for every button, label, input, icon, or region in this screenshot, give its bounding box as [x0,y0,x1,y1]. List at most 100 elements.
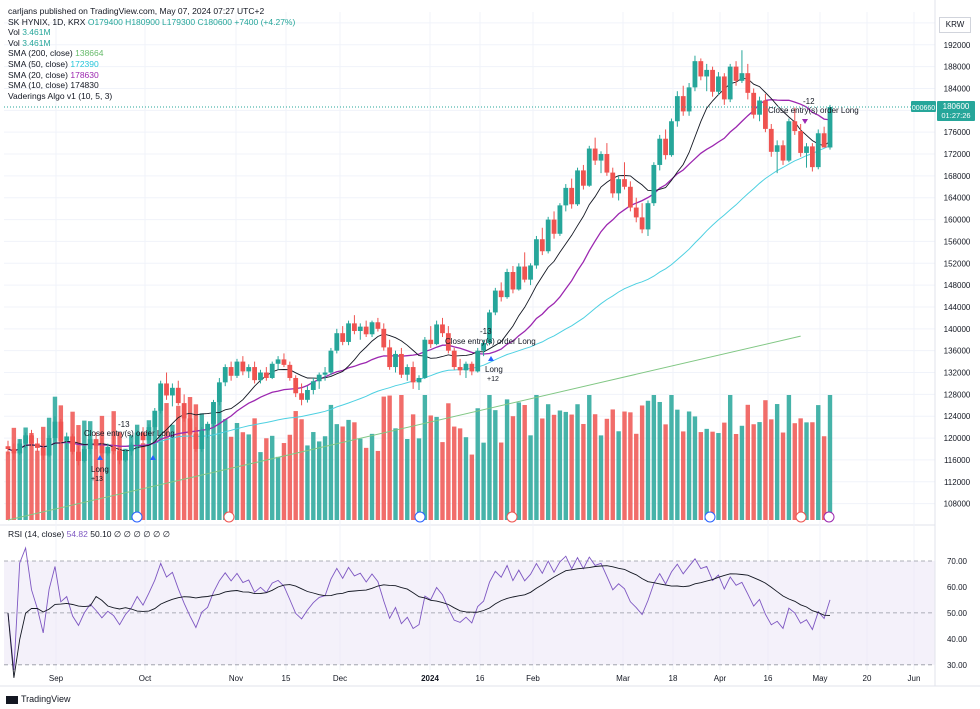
volume-bar [369,433,375,520]
vol2-row[interactable]: Vol 3.461M [8,38,295,49]
volume-bar [41,426,46,520]
volume-bar [358,438,363,520]
candle-body [34,443,40,448]
price-tick-label: 112000 [944,478,971,487]
time-tick-label: Nov [229,674,243,683]
volume-bar [493,410,498,520]
rsi-axis: 70.00 60.00 50.00 40.00 30.00 [947,557,968,670]
candle-body [334,333,340,351]
vol1-row[interactable]: Vol 3.461M [8,27,295,38]
candle-body [128,444,134,452]
rsi-pane [4,546,935,678]
price-tick-label: 140000 [944,325,971,334]
sma10-line [7,77,831,452]
currency-label[interactable]: KRW [939,17,971,33]
symbol-line[interactable]: SK HYNIX, 1D, KRX O179400 H180900 L17930… [8,17,295,28]
rsi-legend[interactable]: RSI (14, close) 54.82 50.10 ∅ ∅ ∅ ∅ ∅ ∅ [8,529,170,540]
candle-body [99,445,105,454]
volume-bar [105,448,111,520]
volume-bar [669,395,674,520]
candle-body [551,219,557,234]
candle-body [363,326,369,335]
candle-body [469,363,475,372]
time-tick-label: 2024 [421,674,439,683]
candle-body [516,266,522,290]
rsi-signal-line [7,565,831,678]
volume-bar [428,415,433,520]
volume-bar [17,439,22,520]
symbol-name[interactable]: SK HYNIX, 1D, KRX [8,16,86,27]
sma20-row[interactable]: SMA (20, close) 178630 [8,70,295,81]
candle-body [809,146,815,168]
volume-bar [551,414,557,520]
volume-bar [534,395,539,520]
volume-bar [76,425,81,520]
volume-bar [469,454,475,520]
volume-bar [311,432,316,520]
volume-bar [528,435,533,520]
volume-bar [686,411,692,520]
candle-body [216,382,222,403]
candle-body [557,205,563,234]
sma50-row[interactable]: SMA (50, close) 172390 [8,59,295,70]
candle-body [263,372,269,378]
candle-body [146,427,152,441]
time-axis[interactable]: Sep Oct Nov 15 Dec 2024 16 Feb Mar 18 Apr 16 May 20 Ju… [0,674,980,687]
candle-body [522,266,528,280]
volume-bar [11,427,17,520]
tradingview-footer[interactable]: TradingView [6,694,71,704]
candle-body [498,290,504,298]
time-tick-label: Oct [139,674,152,683]
price-tick-label: 188000 [944,63,971,72]
volume-bar [193,404,199,520]
candle-body [487,312,492,344]
volume-bar [769,419,774,520]
volume-bar [563,411,568,520]
candle-body [234,361,240,376]
volume-bar [346,419,351,520]
volume-bar [211,402,216,520]
price-tick-label: 152000 [944,259,971,268]
volume-bar [258,452,263,520]
candle-body [815,133,821,168]
volume-bar [446,403,451,520]
volume-bar [804,422,809,520]
volume-bar [117,432,122,520]
price-tick-label: 168000 [944,172,971,181]
candle-body [211,402,216,424]
volume-bar [281,443,287,520]
volume-bars [5,395,833,520]
candle-body [17,443,23,454]
volume-bar [387,395,392,520]
trade-pnl-label-4: +12 [487,376,499,383]
volume-bar [475,408,480,520]
long-arrow-icon [150,455,156,460]
candle-body [398,353,404,375]
rsi-label: RSI (14, close) [8,529,65,539]
volume-bar [181,404,187,520]
volume-bar [99,415,105,520]
volume-bar [645,400,651,520]
price-tick-label: 184000 [944,84,971,93]
exit-arrow-icon [802,119,808,124]
algo-row[interactable]: Vaderings Algo v1 (10, 5, 3) [8,91,295,102]
sma10-row[interactable]: SMA (10, close) 174830 [8,80,295,91]
volume-bar [545,404,551,520]
volume-bar [35,450,40,520]
candle-body [416,377,422,383]
candle-body [610,172,616,194]
candle-body [81,448,87,462]
vol1-label: Vol [8,27,20,38]
publisher-line: carljans published on TradingView.com, M… [8,6,265,16]
candle-body [199,430,205,449]
volume-bar [657,401,662,520]
volume-bar [52,396,58,520]
volume-bar [452,426,457,520]
price-tag-countdown: 01:27:26 [941,111,970,120]
candle-body [721,76,727,100]
trade-pnl-label-2: +13 [91,476,103,483]
volume-bar [634,433,639,520]
volume-bar [575,404,580,520]
sma200-row[interactable]: SMA (200, close) 138664 [8,48,295,59]
